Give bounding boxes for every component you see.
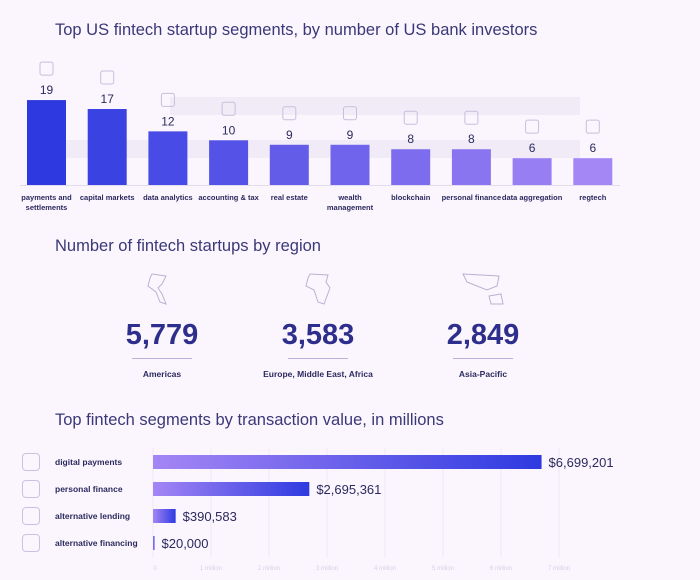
segment-icon — [22, 534, 40, 552]
chart1-title: Top US fintech startup segments, by numb… — [55, 21, 538, 39]
segment-icon — [100, 70, 115, 85]
x-tick-label: 4 million — [374, 566, 396, 572]
bar-value: 9 — [347, 128, 354, 142]
region-label: Asia-Pacific — [458, 369, 508, 379]
bar-value: 9 — [286, 128, 293, 142]
chart2-title: Top fintech segments by transaction valu… — [55, 411, 444, 429]
x-tick-label: 0 — [153, 566, 157, 572]
region-value: 5,779 — [125, 319, 199, 351]
bar-value: 8 — [407, 132, 414, 146]
bar — [573, 158, 613, 185]
bar-value: 17 — [101, 92, 115, 106]
x-tick-label: 2 million — [258, 566, 280, 572]
segment-icon — [343, 106, 357, 121]
segment-icon — [525, 119, 540, 134]
x-tick-label: 1 million — [200, 566, 222, 572]
segment-label: digital payments — [55, 457, 123, 467]
bar — [27, 100, 66, 185]
segment-label: alternative financing — [55, 538, 138, 548]
divider — [453, 358, 513, 359]
category-label: blockchain — [391, 193, 431, 202]
decorative-band — [60, 140, 580, 158]
chart2-svg: 0 1 million 2 million 3 million 4 million 5 m… — [152, 448, 614, 572]
category-label: wealth management — [326, 193, 374, 212]
x-tick-label: 3 million — [316, 566, 338, 572]
region-emea: 3,583 Europe, Middle East, Africa — [218, 272, 418, 379]
category-label: capital markets — [79, 193, 135, 202]
hbar-value: $390,583 — [183, 509, 237, 524]
category-label: data analytics — [143, 193, 193, 202]
category-label: personal finance — [441, 193, 502, 202]
bar-value: 8 — [468, 132, 475, 146]
hbar — [153, 482, 310, 496]
bar-value: 6 — [589, 141, 596, 155]
bar — [451, 149, 491, 185]
category-label: real estate — [270, 193, 308, 202]
region-americas: 5,779 Americas — [62, 272, 262, 379]
x-tick-label: 6 million — [490, 566, 512, 572]
category-label: accounting & tax — [198, 193, 259, 202]
segment-label: personal finance — [55, 484, 123, 494]
segment-icon — [282, 106, 297, 121]
divider — [288, 358, 348, 359]
apac-map-icon — [462, 273, 504, 305]
bar — [330, 144, 370, 185]
bar-value: 6 — [529, 141, 536, 155]
hbar — [153, 455, 542, 469]
region-label: Americas — [142, 369, 182, 379]
hbar-value: $20,000 — [162, 536, 209, 551]
category-label: data aggregation — [501, 193, 563, 202]
segment-icon — [221, 101, 236, 116]
category-label: regtech — [579, 193, 607, 202]
bar-value: 12 — [161, 114, 175, 128]
segment-icon — [585, 119, 600, 134]
chart1-svg: 19 17 12 10 9 9 8 8 6 6 — [20, 61, 620, 186]
hbar-value: $6,699,201 — [549, 455, 614, 470]
region-apac: 2,849 Asia-Pacific — [383, 272, 583, 379]
segment-icon — [22, 507, 40, 525]
region-label: Europe, Middle East, Africa — [263, 369, 373, 379]
category-label: payments and settlements — [21, 193, 72, 212]
segment-icon — [403, 110, 418, 125]
segment-icon — [39, 61, 54, 76]
segment-label: alternative lending — [55, 511, 131, 521]
segment-icon — [22, 453, 40, 471]
regions-title: Number of fintech startups by region — [55, 237, 321, 255]
divider — [132, 358, 192, 359]
bar — [148, 131, 188, 185]
segment-icon — [160, 92, 175, 107]
bar — [391, 149, 431, 185]
region-value: 3,583 — [281, 319, 355, 351]
x-tick-label: 7 million — [548, 566, 570, 572]
segment-icon — [22, 480, 40, 498]
americas-map-icon — [147, 273, 167, 305]
bar — [87, 109, 127, 185]
hbar-value: $2,695,361 — [316, 482, 381, 497]
hbar — [153, 509, 176, 523]
bar — [209, 140, 249, 185]
bar — [512, 158, 552, 185]
bar — [269, 144, 309, 185]
hbar — [153, 536, 155, 550]
segment-icon — [464, 110, 479, 125]
bar-value: 19 — [40, 83, 54, 97]
x-tick-label: 5 million — [432, 566, 454, 572]
region-value: 2,849 — [446, 319, 520, 351]
emea-map-icon — [305, 273, 331, 305]
bar-value: 10 — [222, 123, 236, 137]
decorative-band — [170, 97, 580, 115]
